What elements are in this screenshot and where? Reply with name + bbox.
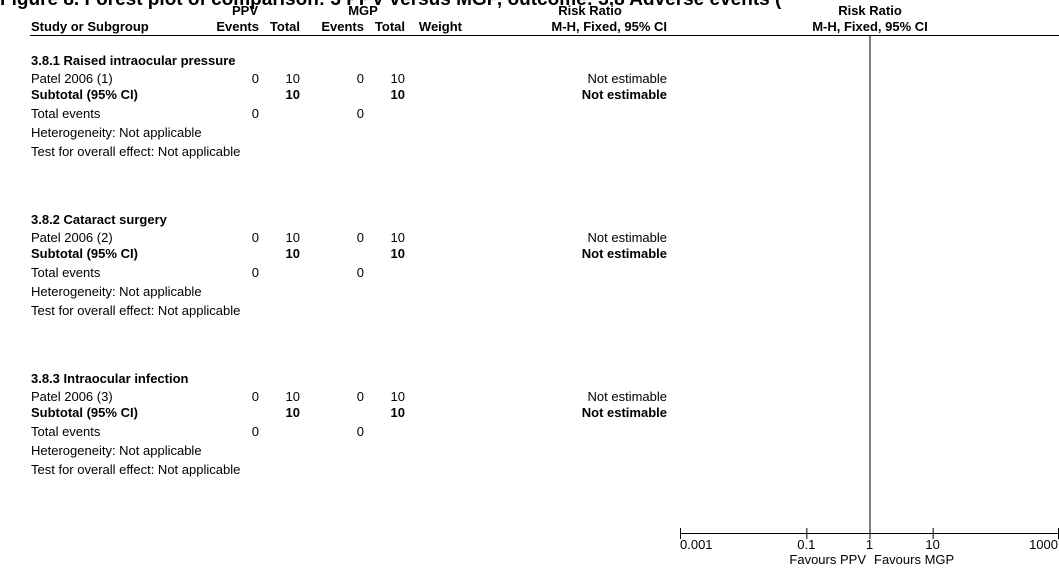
total-events-label: Total events	[31, 424, 101, 439]
header-rule	[30, 35, 1059, 36]
study-total-ppv: 10	[285, 230, 300, 245]
header-events-ppv: Events	[216, 19, 259, 34]
study-total-ppv: 10	[285, 71, 300, 86]
x-axis-ticks: 0.001 0.1 1 10 1000	[680, 528, 1059, 552]
header-total-mgp: Total	[374, 19, 405, 34]
study-events-ppv: 0	[251, 71, 259, 86]
overall-effect-text: Test for overall effect: Not applicable	[31, 144, 241, 159]
subtotal-label: Subtotal (95% CI)	[31, 405, 138, 420]
x-tick-label: 10	[925, 537, 939, 552]
study-total-mgp: 10	[390, 389, 405, 404]
study-events-ppv: 0	[251, 230, 259, 245]
subtotal-risk-ratio: Not estimable	[581, 405, 667, 420]
x-tick-label: 1	[866, 537, 873, 552]
total-events-ppv: 0	[251, 424, 259, 439]
study-events-ppv: 0	[251, 389, 259, 404]
total-events-mgp: 0	[356, 424, 364, 439]
study-total-mgp: 10	[390, 71, 405, 86]
subgroup-title: 3.8.1 Raised intraocular pressure	[31, 53, 236, 68]
study-name: Patel 2006 (3)	[31, 389, 113, 404]
total-events-ppv: 0	[251, 265, 259, 280]
study-risk-ratio: Not estimable	[587, 71, 667, 86]
study-events-mgp: 0	[356, 71, 364, 86]
heterogeneity-text: Heterogeneity: Not applicable	[31, 125, 202, 140]
study-total-mgp: 10	[390, 230, 405, 245]
overall-effect-text: Test for overall effect: Not applicable	[31, 462, 241, 477]
figure-title: Figure 8. Forest plot of comparison: 3 P…	[0, 0, 781, 11]
total-events-ppv: 0	[251, 106, 259, 121]
subtotal-label: Subtotal (95% CI)	[31, 87, 138, 102]
total-events-mgp: 0	[356, 106, 364, 121]
subtotal-label: Subtotal (95% CI)	[31, 246, 138, 261]
header-events-mgp: Events	[321, 19, 364, 34]
total-events-label: Total events	[31, 265, 101, 280]
total-events-label: Total events	[31, 106, 101, 121]
x-tick-label: 0.1	[797, 537, 815, 552]
x-tick-label: 1000	[1029, 537, 1058, 552]
subtotal-total-mgp: 10	[390, 405, 405, 420]
x-tick-label: 0.001	[680, 537, 713, 552]
header-group-mgp: MGP	[348, 3, 378, 18]
subtotal-risk-ratio: Not estimable	[581, 87, 667, 102]
study-risk-ratio: Not estimable	[587, 230, 667, 245]
header-method-left: M-H, Fixed, 95% CI	[551, 19, 667, 34]
header-risk-ratio-right: Risk Ratio	[838, 3, 902, 18]
header-method-right: M-H, Fixed, 95% CI	[812, 19, 928, 34]
study-name: Patel 2006 (1)	[31, 71, 113, 86]
favours-right-label: Favours MGP	[874, 552, 954, 567]
subtotal-risk-ratio: Not estimable	[581, 246, 667, 261]
header-weight: Weight	[418, 19, 462, 34]
header-study: Study or Subgroup	[31, 19, 149, 34]
header-total-ppv: Total	[269, 19, 300, 34]
header-risk-ratio-left: Risk Ratio	[558, 3, 622, 18]
study-name: Patel 2006 (2)	[31, 230, 113, 245]
total-events-mgp: 0	[356, 265, 364, 280]
subtotal-total-mgp: 10	[390, 87, 405, 102]
study-events-mgp: 0	[356, 389, 364, 404]
study-events-mgp: 0	[356, 230, 364, 245]
heterogeneity-text: Heterogeneity: Not applicable	[31, 443, 202, 458]
subtotal-total-mgp: 10	[390, 246, 405, 261]
favours-left-label: Favours PPV	[789, 552, 866, 567]
study-risk-ratio: Not estimable	[587, 389, 667, 404]
header-group-ppv: PPV	[231, 3, 258, 18]
subgroup-title: 3.8.3 Intraocular infection	[31, 371, 189, 386]
subgroup-title: 3.8.2 Cataract surgery	[31, 212, 167, 227]
subtotal-total-ppv: 10	[285, 405, 300, 420]
overall-effect-text: Test for overall effect: Not applicable	[31, 303, 241, 318]
subtotal-total-ppv: 10	[285, 87, 300, 102]
heterogeneity-text: Heterogeneity: Not applicable	[31, 284, 202, 299]
subtotal-total-ppv: 10	[285, 246, 300, 261]
study-total-ppv: 10	[285, 389, 300, 404]
